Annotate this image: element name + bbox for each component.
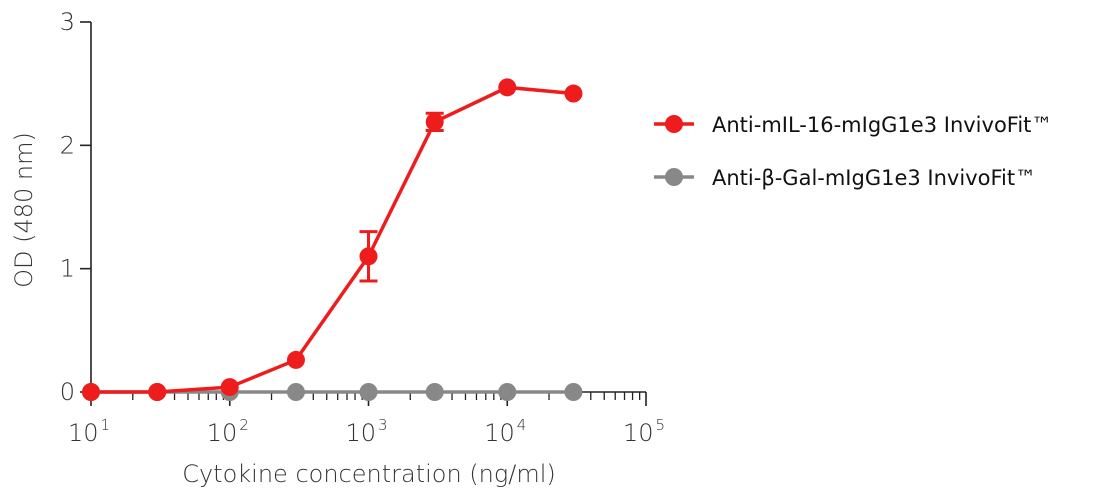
x-tick-label: 10 3 [345, 416, 387, 447]
data-point [286, 350, 305, 369]
legend-item-1: Anti-β-Gal-mIgG1e3 InvivoFit™ [654, 166, 1036, 190]
legend-item-0: Anti-mIL-16-mIgG1e3 InvivoFit™ [654, 113, 1052, 137]
series-layer [82, 78, 583, 401]
data-point [148, 383, 167, 401]
data-point [498, 78, 517, 97]
y-tick-label: 3 [60, 8, 75, 36]
data-point [286, 383, 305, 401]
x-tick-label: 10 4 [484, 416, 526, 447]
legend: Anti-mIL-16-mIgG1e3 InvivoFit™ Anti-β-Gal… [654, 113, 1052, 190]
data-point [359, 383, 378, 401]
y-tick-label: 2 [60, 131, 75, 159]
data-point [82, 383, 100, 401]
x-tick-label: 10 2 [207, 416, 249, 447]
data-point [425, 383, 444, 401]
legend-label: Anti-mIL-16-mIgG1e3 InvivoFit™ [712, 113, 1052, 137]
y-tick-label: 1 [60, 255, 75, 283]
y-axis-title: OD (480 nm) [10, 132, 38, 288]
data-point [498, 383, 517, 401]
series-line [91, 85, 574, 394]
x-tick-label: 10 5 [623, 416, 665, 447]
data-point [425, 112, 444, 131]
data-point [564, 84, 583, 103]
data-point [220, 378, 239, 397]
legend-label: Anti-β-Gal-mIgG1e3 InvivoFit™ [712, 166, 1036, 190]
data-point [564, 383, 583, 401]
x-axis-title: Cytokine concentration (ng/ml) [182, 460, 556, 488]
legend-swatch-marker [665, 168, 683, 186]
series-0 [82, 78, 583, 401]
axes: 0 1 2 3 10 1 10 2 10 3 10 4 10 5 [60, 8, 665, 447]
data-point [359, 247, 378, 266]
x-tick-label: 10 1 [68, 416, 110, 447]
legend-swatch-marker [665, 115, 683, 133]
y-tick-label: 0 [60, 378, 75, 406]
